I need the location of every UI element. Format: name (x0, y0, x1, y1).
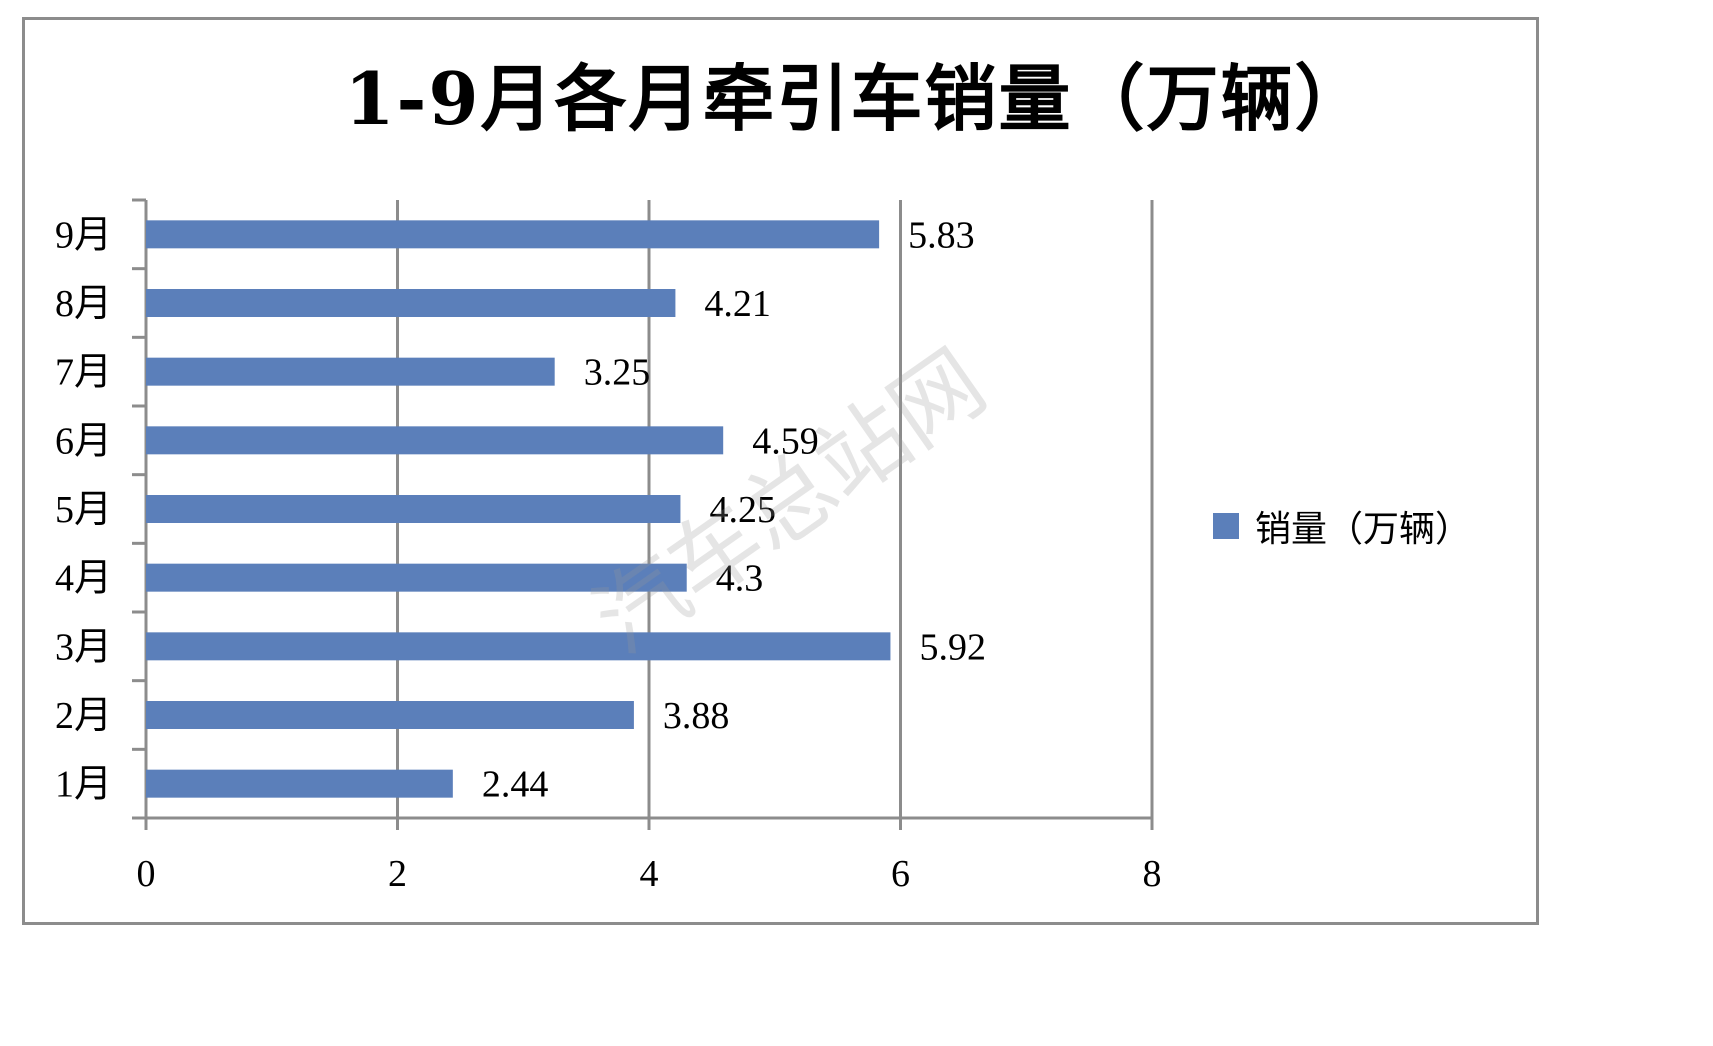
category-label-5: 5月 (55, 489, 112, 531)
chart-title: 1-9月各月牵引车销量（万辆） (344, 56, 1369, 141)
category-label-8: 8月 (55, 283, 112, 325)
category-label-9: 9月 (55, 214, 112, 256)
data-label-5: 4.25 (709, 489, 776, 531)
bar-3 (146, 632, 891, 661)
bar-1 (146, 769, 453, 798)
bar-8 (146, 289, 676, 317)
x-tick-label-1: 2 (388, 853, 407, 895)
data-label-8: 4.21 (704, 283, 771, 325)
data-label-6: 4.59 (752, 420, 819, 462)
category-label-3: 3月 (55, 626, 112, 668)
data-label-2: 3.88 (663, 695, 730, 737)
legend-label: 销量（万辆） (1255, 509, 1472, 550)
data-label-4: 4.3 (716, 558, 764, 600)
chart-legend: 销量（万辆） (1213, 500, 1471, 552)
x-tick-label-0: 0 (137, 853, 156, 895)
x-tick-label-4: 8 (1143, 853, 1162, 895)
category-label-1: 1月 (55, 764, 112, 806)
x-tick-label-2: 4 (640, 853, 659, 895)
bar-7 (146, 357, 555, 386)
category-label-2: 2月 (55, 695, 112, 737)
bar-4 (146, 563, 687, 592)
data-label-7: 3.25 (584, 352, 651, 394)
data-label-1: 2.44 (482, 764, 548, 806)
bar-6 (146, 426, 724, 455)
data-label-3: 5.92 (919, 626, 986, 668)
bar-5 (146, 495, 681, 523)
category-label-7: 7月 (55, 352, 112, 394)
bar-9 (146, 220, 880, 249)
category-label-4: 4月 (55, 558, 112, 600)
legend-swatch (1213, 513, 1239, 539)
category-label-6: 6月 (55, 420, 112, 462)
x-tick-label-3: 6 (891, 853, 910, 895)
data-label-9: 5.83 (908, 214, 975, 256)
bar-2 (146, 701, 634, 729)
